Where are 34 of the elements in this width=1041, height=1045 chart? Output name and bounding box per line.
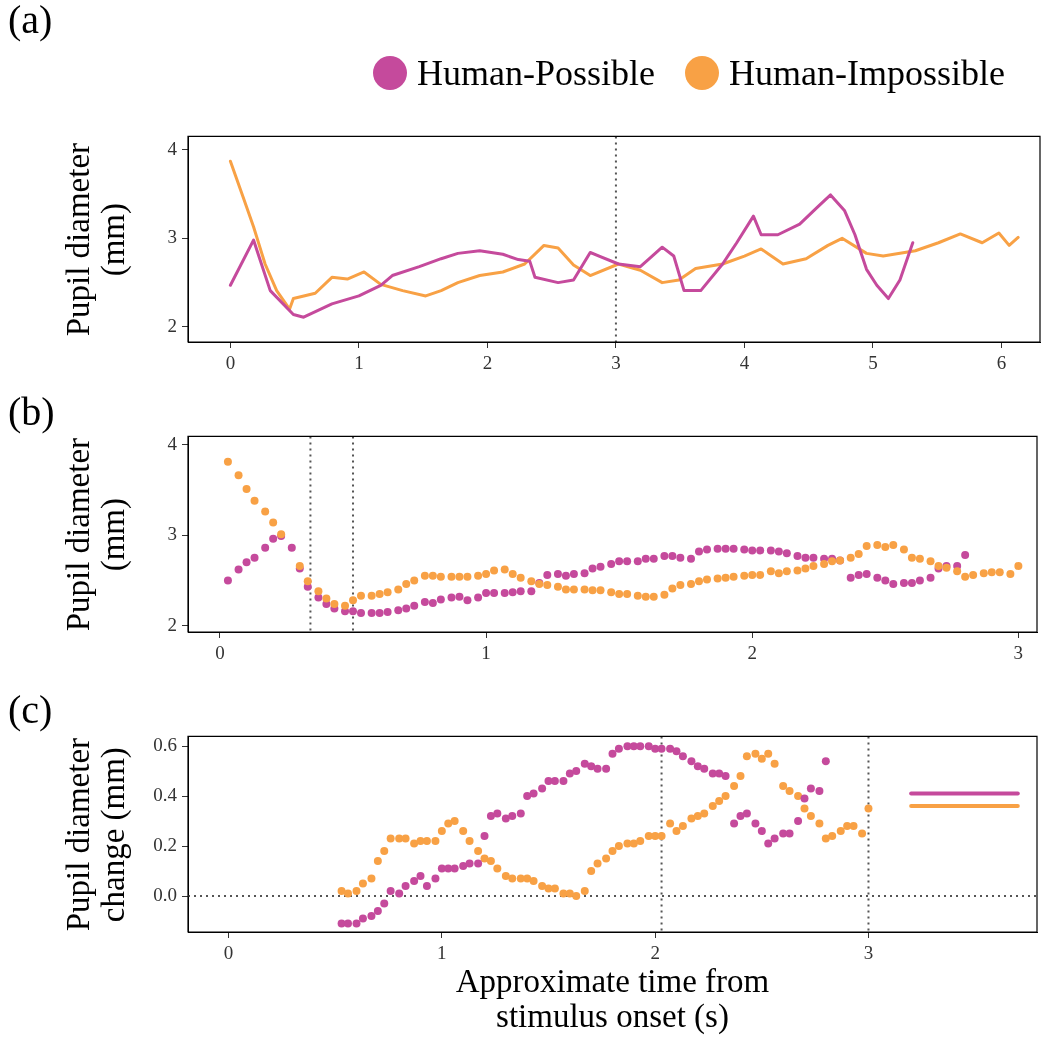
y-tick-label: 2: [167, 613, 177, 635]
x-tick-label: 1: [354, 352, 364, 374]
y-tick-label: 3: [167, 523, 177, 545]
x-tick-label: 1: [481, 642, 491, 664]
y-axis-title: Pupil diameter change (mm): [60, 736, 131, 934]
x-tick-label: 4: [739, 352, 750, 374]
legend-label: Human-Impossible: [729, 52, 1005, 94]
y-tick-label: 4: [167, 432, 178, 454]
x-axis-title: Approximate time from stimulus onset (s): [454, 963, 771, 1034]
legend-label: Human-Possible: [417, 52, 656, 94]
y-tick-label: 0.6: [153, 734, 177, 756]
x-tick-label: 6: [996, 352, 1007, 374]
y-tick-label: 0.2: [153, 834, 177, 856]
y-tick-label: 3: [167, 226, 177, 248]
y-tick-label: 0.4: [153, 784, 178, 806]
y-axis-title: Pupil diameter (mm): [60, 436, 131, 634]
x-tick-label: 0: [223, 942, 234, 964]
x-tick-label: 3: [863, 942, 874, 964]
x-tick-label: 1: [437, 942, 447, 964]
x-tick-label: 3: [1013, 642, 1024, 664]
chart-title: (a): [8, 0, 53, 42]
chart-title: (c): [8, 687, 53, 732]
x-tick-label: 2: [650, 942, 660, 964]
x-tick-label: 0: [215, 642, 225, 664]
y-tick-label: 0.0: [153, 884, 177, 906]
chart-title: (b): [8, 389, 55, 434]
x-tick-label: 2: [482, 352, 493, 374]
x-tick-label: 3: [611, 352, 621, 374]
y-axis-title: Pupil diameter (mm): [60, 141, 131, 339]
y-tick-label: 2: [167, 314, 177, 336]
x-tick-label: 5: [868, 352, 878, 374]
x-tick-label: 2: [747, 642, 757, 664]
x-tick-label: 0: [225, 352, 236, 374]
y-tick-label: 4: [167, 137, 178, 159]
